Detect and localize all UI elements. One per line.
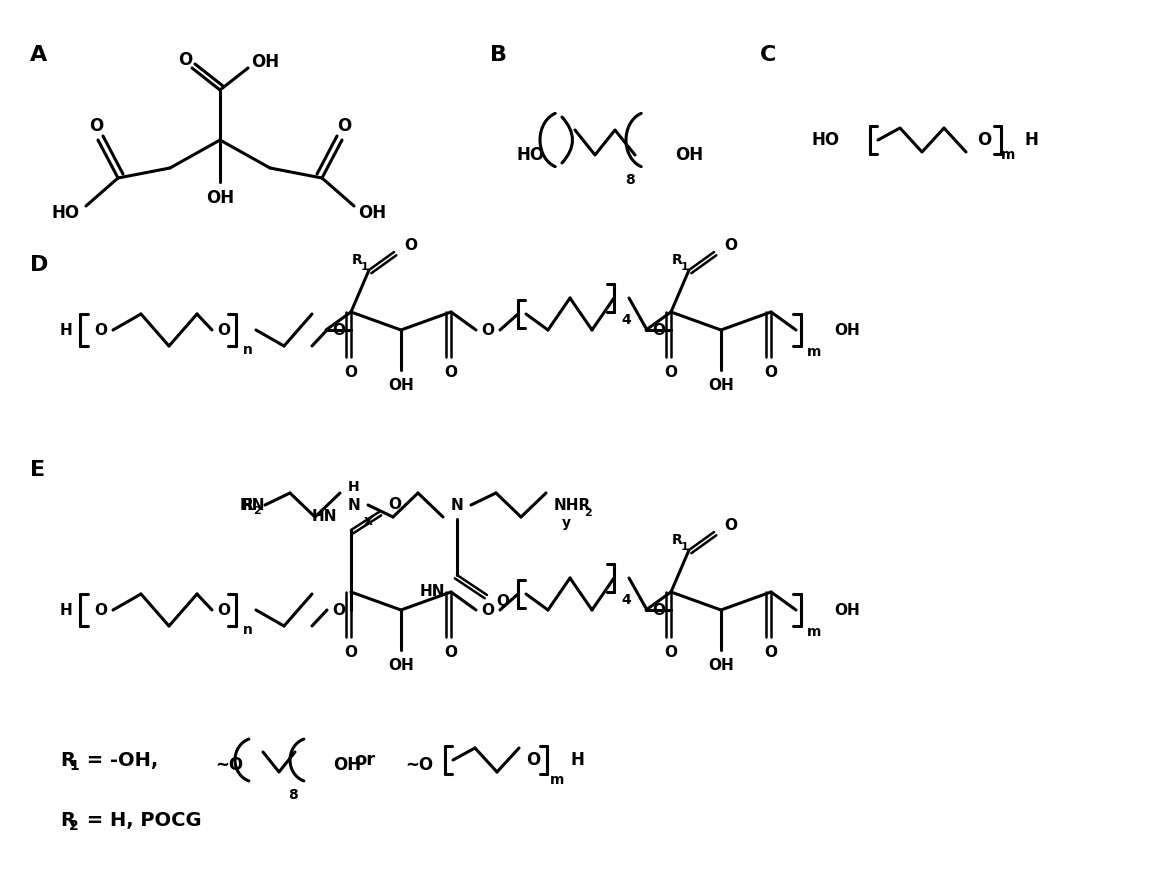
Text: O: O	[89, 117, 103, 135]
Text: O: O	[725, 518, 738, 533]
Text: O: O	[333, 323, 345, 338]
Text: O: O	[481, 323, 494, 338]
Text: OH: OH	[708, 658, 734, 673]
Text: m: m	[550, 773, 564, 787]
Text: O: O	[445, 644, 458, 659]
Text: HN: HN	[419, 584, 445, 599]
Text: m: m	[807, 345, 821, 359]
Text: HO: HO	[812, 131, 840, 149]
Text: H: H	[60, 323, 71, 338]
Text: C: C	[760, 45, 776, 65]
Text: R: R	[672, 533, 683, 547]
Text: O: O	[526, 751, 540, 769]
Text: OH: OH	[708, 378, 734, 393]
Text: N: N	[348, 497, 361, 512]
Text: H: H	[571, 751, 584, 769]
Text: = H, POCG: = H, POCG	[80, 811, 201, 830]
Text: OH: OH	[358, 204, 386, 222]
Text: = -OH,: = -OH,	[80, 750, 158, 770]
Text: n: n	[244, 623, 253, 637]
Text: OH: OH	[333, 756, 361, 774]
Text: ~O: ~O	[405, 756, 433, 774]
Text: R: R	[60, 750, 75, 770]
Text: 2: 2	[584, 508, 591, 518]
Text: O: O	[218, 602, 231, 617]
Text: O: O	[178, 51, 192, 69]
Text: E: E	[30, 460, 46, 480]
Text: O: O	[389, 496, 402, 511]
Text: O: O	[481, 602, 494, 617]
Text: R: R	[672, 253, 683, 267]
Text: R: R	[60, 811, 75, 830]
Text: or: or	[355, 751, 376, 769]
Text: O: O	[725, 238, 738, 252]
Text: O: O	[652, 602, 665, 617]
Text: O: O	[765, 364, 778, 380]
Text: O: O	[445, 364, 458, 380]
Text: O: O	[218, 323, 231, 338]
Text: 1: 1	[361, 262, 369, 272]
Text: 1: 1	[682, 262, 689, 272]
Text: OH: OH	[388, 378, 413, 393]
Text: 1: 1	[682, 542, 689, 552]
Text: 4: 4	[621, 593, 631, 607]
Text: x: x	[363, 514, 372, 528]
Text: HO: HO	[52, 204, 80, 222]
Text: OH: OH	[834, 602, 860, 617]
Text: NHR: NHR	[554, 497, 591, 512]
Text: y: y	[562, 516, 570, 530]
Text: O: O	[337, 117, 351, 135]
Text: N: N	[451, 497, 464, 512]
Text: n: n	[244, 343, 253, 357]
Text: 1: 1	[69, 759, 78, 773]
Text: OH: OH	[206, 189, 234, 207]
Text: ~O: ~O	[215, 756, 244, 774]
Text: O: O	[333, 602, 345, 617]
Text: O: O	[344, 644, 357, 659]
Text: O: O	[344, 364, 357, 380]
Text: A: A	[30, 45, 47, 65]
Text: OH: OH	[674, 146, 703, 164]
Text: HN: HN	[311, 509, 337, 524]
Text: O: O	[664, 364, 678, 380]
Text: H: H	[1023, 131, 1038, 149]
Text: O: O	[95, 602, 108, 617]
Text: O: O	[404, 238, 418, 252]
Text: D: D	[30, 255, 48, 275]
Text: OH: OH	[388, 658, 413, 673]
Text: 8: 8	[288, 788, 297, 802]
Text: m: m	[1001, 148, 1015, 162]
Text: m: m	[807, 625, 821, 639]
Text: 2: 2	[253, 506, 261, 516]
Text: 8: 8	[625, 173, 635, 187]
Text: OH: OH	[834, 323, 860, 338]
Text: O: O	[664, 644, 678, 659]
Text: O: O	[95, 323, 108, 338]
Text: 2: 2	[69, 819, 78, 833]
Text: OH: OH	[251, 53, 279, 71]
Text: O: O	[765, 644, 778, 659]
Text: R: R	[241, 497, 253, 512]
Text: HO: HO	[516, 146, 545, 164]
Text: O: O	[497, 593, 509, 609]
Text: O: O	[977, 131, 991, 149]
Text: 4: 4	[621, 313, 631, 327]
Text: HN: HN	[240, 497, 265, 512]
Text: B: B	[489, 45, 507, 65]
Text: R: R	[351, 253, 362, 267]
Text: O: O	[652, 323, 665, 338]
Text: H: H	[348, 480, 359, 494]
Text: H: H	[60, 602, 71, 617]
